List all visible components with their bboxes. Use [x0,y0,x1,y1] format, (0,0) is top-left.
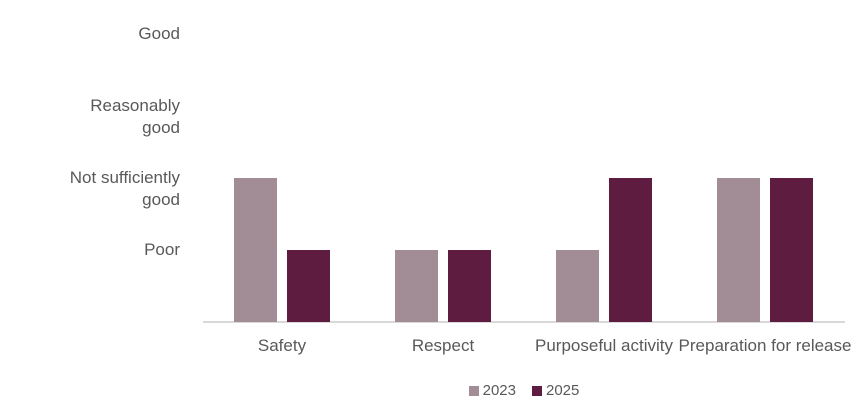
x-tick-label-safety: Safety [257,336,307,355]
bar-2023-preparation-for-release [717,178,760,322]
legend-swatch-icon [532,385,542,396]
bar-2023-purposeful-activity [556,250,599,322]
legend-label: 2023 [482,382,516,399]
x-tick-label-respect: Respect [411,336,475,355]
x-axis-line [203,321,845,323]
legend: 2023 2025 [203,382,845,399]
bar-2023-respect [395,250,438,322]
bar-2025-preparation-for-release [770,178,813,322]
legend-item-2025: 2025 [532,382,579,399]
x-tick-label-purposeful-activity: Purposeful activity [535,336,673,355]
y-tick-label-reasonably-good: Reasonably good [90,96,180,137]
legend-item-2023: 2023 [468,382,516,399]
legend-label: 2025 [546,382,580,399]
y-tick-label-poor: Poor [144,240,180,259]
bar-2025-respect [448,250,491,322]
legend-swatch-icon [468,385,479,396]
y-tick-label-not-sufficiently-good: Not sufficiently good [69,168,180,209]
x-tick-label-preparation-for-release: Preparation for release [678,336,852,355]
bar-2025-purposeful-activity [609,178,652,322]
bar-2023-safety [234,178,277,322]
y-tick-label-good: Good [138,24,180,43]
bar-2025-safety [287,250,330,322]
